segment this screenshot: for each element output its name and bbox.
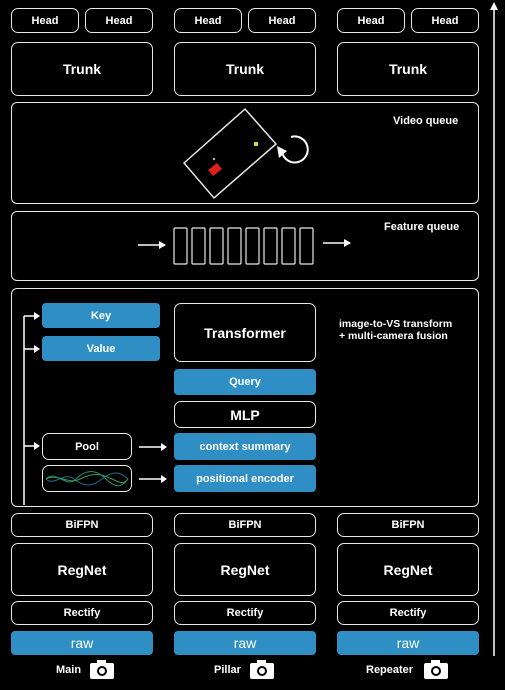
camera-label-main: Main [56, 664, 82, 676]
key-box: Key [42, 303, 160, 328]
regnet-main: RegNet [11, 543, 153, 596]
bifpn-repeater: BiFPN [337, 513, 479, 537]
camera-icon [90, 660, 114, 679]
rotate-arrow-icon [277, 135, 309, 164]
pool-box: Pool [42, 433, 132, 460]
rectify-main: Rectify [11, 601, 153, 625]
video-queue-label: Video queue [393, 115, 459, 127]
transformer-box: Transformer [174, 303, 316, 362]
camera-icon [250, 660, 274, 679]
raw-repeater: raw [337, 631, 479, 655]
video-queue-panel [11, 102, 479, 204]
camera-label-pillar: Pillar [214, 664, 241, 676]
regnet-pillar: RegNet [174, 543, 316, 596]
raw-main: raw [11, 631, 153, 655]
trunk-repeater: Trunk [337, 42, 479, 96]
head-main-2: Head [85, 8, 153, 33]
head-repeater-2: Head [411, 8, 479, 33]
raw-pillar: raw [174, 631, 316, 655]
trunk-pillar: Trunk [174, 42, 316, 96]
feature-queue-label: Feature queue [384, 221, 460, 233]
head-pillar-2: Head [248, 8, 316, 33]
fusion-caption-line1: image-to-VS transform [339, 318, 453, 330]
right-arrow-icon [24, 442, 40, 450]
bifpn-main: BiFPN [11, 513, 153, 537]
vehicle-icon [182, 107, 278, 200]
right-arrow-icon [24, 312, 40, 320]
right-arrow-icon [139, 475, 167, 483]
head-pillar-1: Head [174, 8, 242, 33]
right-arrow-icon [24, 345, 40, 353]
trunk-main: Trunk [11, 42, 153, 96]
feature-queue-panel [11, 211, 479, 281]
fusion-panel [11, 288, 479, 507]
right-arrow-icon [138, 241, 166, 249]
right-arrow-icon [139, 443, 167, 451]
query-box: Query [174, 369, 316, 395]
fusion-caption-line2: + multi-camera fusion [339, 330, 448, 342]
waveform-box [42, 465, 132, 492]
feature-buffer [173, 227, 314, 265]
mlp-box: MLP [174, 401, 316, 428]
right-arrow-icon [323, 239, 351, 247]
positional-encoder-box: positional encoder [174, 465, 316, 492]
value-box: Value [42, 336, 160, 361]
bifpn-pillar: BiFPN [174, 513, 316, 537]
camera-icon [424, 660, 448, 679]
head-main-1: Head [11, 8, 79, 33]
up-arrow-icon [490, 2, 498, 656]
regnet-repeater: RegNet [337, 543, 479, 596]
context-summary-box: context summary [174, 433, 316, 460]
head-repeater-1: Head [337, 8, 405, 33]
camera-label-repeater: Repeater [366, 664, 414, 676]
waveform-graphic [45, 471, 129, 487]
rectify-pillar: Rectify [174, 601, 316, 625]
rectify-repeater: Rectify [337, 601, 479, 625]
